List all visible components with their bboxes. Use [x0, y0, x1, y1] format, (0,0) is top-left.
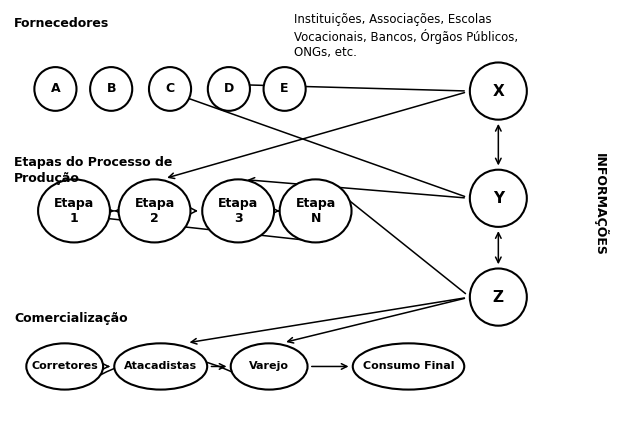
Text: Y: Y	[492, 191, 504, 206]
Text: Etapas do Processo de
Produção: Etapas do Processo de Produção	[14, 156, 172, 185]
Text: Etapa
3: Etapa 3	[218, 197, 258, 225]
Ellipse shape	[114, 343, 208, 390]
Ellipse shape	[90, 67, 132, 111]
Text: Z: Z	[493, 290, 504, 305]
FancyArrowPatch shape	[79, 357, 258, 388]
Ellipse shape	[34, 67, 76, 111]
Text: B: B	[106, 83, 116, 95]
Text: E: E	[281, 83, 289, 95]
Ellipse shape	[352, 343, 464, 390]
Text: Consumo Final: Consumo Final	[362, 362, 454, 371]
Ellipse shape	[38, 179, 110, 242]
Text: A: A	[51, 83, 60, 95]
Text: Corretores: Corretores	[31, 362, 98, 371]
Text: Fornecedores: Fornecedores	[14, 17, 109, 31]
Ellipse shape	[470, 268, 527, 326]
Ellipse shape	[119, 179, 191, 242]
Ellipse shape	[470, 63, 527, 120]
Text: X: X	[492, 83, 504, 98]
Ellipse shape	[202, 179, 274, 242]
Ellipse shape	[149, 67, 191, 111]
Ellipse shape	[26, 343, 103, 390]
Text: Atacadistas: Atacadistas	[124, 362, 198, 371]
Text: Etapa
N: Etapa N	[296, 197, 336, 225]
Text: Etapa
2: Etapa 2	[134, 197, 174, 225]
Ellipse shape	[231, 343, 308, 390]
Ellipse shape	[279, 179, 351, 242]
Text: INFORMAÇÕES: INFORMAÇÕES	[593, 153, 608, 256]
Text: C: C	[166, 83, 174, 95]
Text: D: D	[224, 83, 234, 95]
Text: Etapa
1: Etapa 1	[54, 197, 94, 225]
Ellipse shape	[470, 170, 527, 227]
Text: Varejo: Varejo	[249, 362, 289, 371]
Text: Instituições, Associações, Escolas
Vocacionais, Bancos, Órgãos Públicos,
ONGs, e: Instituições, Associações, Escolas Vocac…	[294, 13, 518, 59]
Ellipse shape	[264, 67, 306, 111]
Text: Comercialização: Comercialização	[14, 312, 128, 325]
Ellipse shape	[208, 67, 250, 111]
